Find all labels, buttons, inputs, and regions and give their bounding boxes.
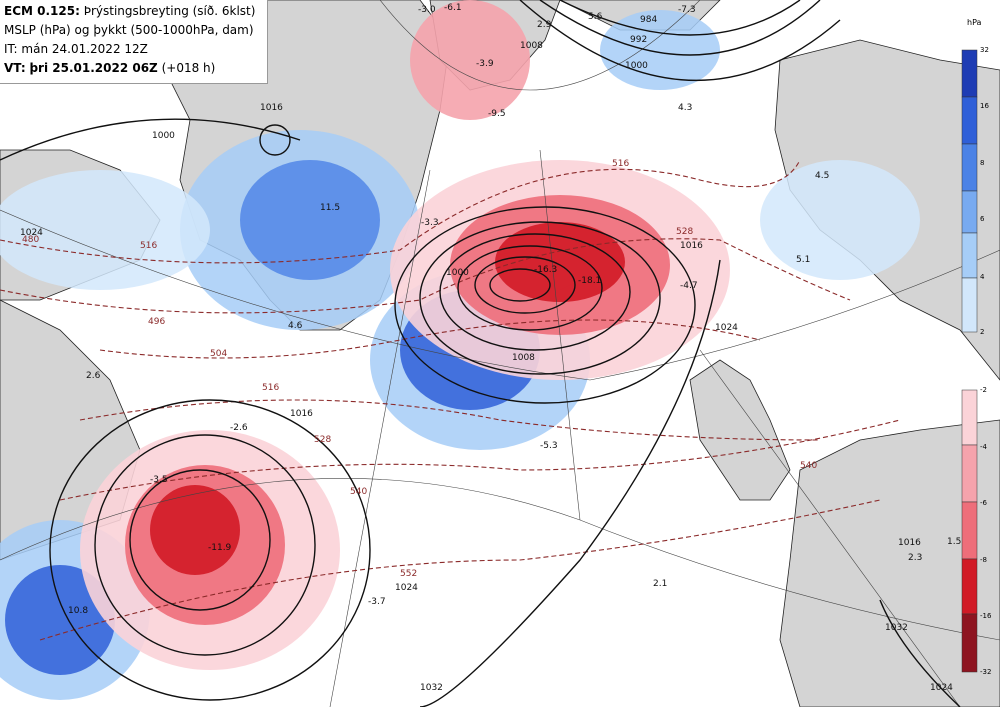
tendency-label: -3.0	[418, 5, 436, 15]
tendency-label: 10.8	[68, 606, 88, 616]
isobar-label: 1024	[715, 323, 738, 333]
thickness-label: 480	[22, 235, 39, 245]
tendency-label: -18.1	[578, 276, 601, 286]
tendency-label: 2.1	[653, 579, 667, 589]
tendency-label: -4.7	[680, 281, 698, 291]
valid-time-row: VT: þri 25.01.2022 06Z (+018 h)	[4, 59, 263, 78]
colorbar-tick: 32	[980, 46, 989, 54]
isobar-label: 1000	[152, 131, 175, 141]
colorbar-tick: -6	[980, 499, 987, 507]
map-info-box: ECM 0.125: Þrýstingsbreyting (síð. 6klst…	[0, 0, 268, 84]
british-isles-land	[689, 359, 791, 501]
colorbar-tick: 6	[980, 215, 985, 223]
thickness-contours	[0, 159, 901, 641]
thickness-label: 528	[314, 435, 331, 445]
thickness-label: 528	[676, 227, 693, 237]
isobar-label: 1000	[446, 268, 469, 278]
tendency-label: 5.1	[796, 255, 810, 265]
tendency-label: 4.5	[815, 171, 829, 181]
tendency-label: -3.5	[150, 475, 168, 485]
tendency-label: 2.3	[908, 553, 922, 563]
model-name: ECM 0.125:	[4, 4, 80, 18]
tendency-label: 2.9	[537, 20, 552, 30]
tendency-label: 4.6	[288, 321, 303, 331]
valid-time-prefix: VT:	[4, 61, 26, 75]
colorbar-tick: 8	[980, 159, 985, 167]
field-description: MSLP (hPa) og þykkt (500-1000hPa, dam)	[4, 23, 254, 37]
thickness-label: 552	[400, 569, 417, 579]
isobar-label: 1016	[260, 103, 283, 113]
thickness-label: 540	[800, 461, 817, 471]
tendency-label: -11.9	[208, 543, 232, 553]
isobar-label: 992	[630, 35, 647, 45]
thickness-label: 516	[262, 383, 279, 393]
colorbar-tick: 4	[980, 273, 985, 281]
tendency-label: -3.3	[421, 218, 439, 228]
colorbar-tick: 16	[980, 102, 989, 110]
isobar-label: 1016	[680, 241, 703, 251]
colorbar-tick: -2	[980, 386, 987, 394]
tendency-label: -7.3	[678, 5, 696, 15]
thickness-label: 504	[210, 349, 227, 359]
forecast-step: (+018 h)	[161, 61, 216, 75]
isobar-contours	[0, 0, 961, 707]
thickness-label: 516	[140, 241, 157, 251]
tendency-label: -9.5	[488, 109, 506, 119]
isobar-label: 1016	[290, 409, 313, 419]
isobar-label: 1008	[520, 41, 543, 51]
isobar-label: 1032	[885, 623, 908, 633]
title-row: ECM 0.125: Þrýstingsbreyting (síð. 6klst…	[4, 2, 263, 21]
valid-time: þri 25.01.2022 06Z	[29, 61, 158, 75]
isobar-label: 1000	[625, 61, 648, 71]
colorbar-tick: -32	[980, 668, 992, 676]
tendency-label: -2.6	[230, 423, 248, 433]
tendency-label: -6.1	[444, 3, 462, 13]
isobar-label: 1032	[420, 683, 443, 693]
isobar-label: 1008	[512, 353, 535, 363]
isobar-label: 1024	[395, 583, 418, 593]
tendency-label-group: -3.0 -6.1 2.9 5.6 -7.3 -3.9 -9.5 -3.3 -1…	[68, 3, 961, 616]
tendency-label: -3.7	[368, 597, 386, 607]
colorbar-tick: -4	[980, 443, 987, 451]
tendency-label: -16.3	[534, 265, 557, 275]
init-time: IT: mán 24.01.2022 12Z	[4, 42, 148, 56]
tendency-label: 11.5	[320, 203, 340, 213]
tendency-label: 4.3	[678, 103, 692, 113]
thickness-label: 516	[612, 159, 629, 169]
colorbar-tick: 2	[980, 328, 985, 336]
isobar-label: 1024	[20, 228, 43, 238]
colorbar-tick: -8	[980, 556, 987, 564]
isobar-label: 1016	[898, 538, 921, 548]
tendency-label: 1.5	[947, 537, 961, 547]
tendency-label: -3.9	[476, 59, 494, 69]
colorbar-rise	[961, 49, 978, 333]
thickness-label-group: 516 528 504 496 516 528 540 552 516 480 …	[22, 159, 817, 579]
tendency-label: -5.3	[540, 441, 558, 451]
isobar-label: 1024	[930, 683, 953, 693]
tendency-label: 5.6	[588, 12, 603, 22]
colorbar-fall	[961, 389, 978, 673]
thickness-label: 496	[148, 317, 165, 327]
isobar-label: 984	[640, 15, 657, 25]
map-title: Þrýstingsbreyting (síð. 6klst)	[83, 4, 256, 18]
tendency-label: 2.6	[86, 371, 101, 381]
europe-land	[779, 419, 1000, 707]
isobar-label-group: 1000 1008 1016 1016 1024 1032 1032 1000 …	[20, 15, 953, 693]
colorbar-tick: -16	[980, 612, 992, 620]
thickness-label: 540	[350, 487, 367, 497]
colorbar-unit: hPa	[967, 18, 982, 27]
